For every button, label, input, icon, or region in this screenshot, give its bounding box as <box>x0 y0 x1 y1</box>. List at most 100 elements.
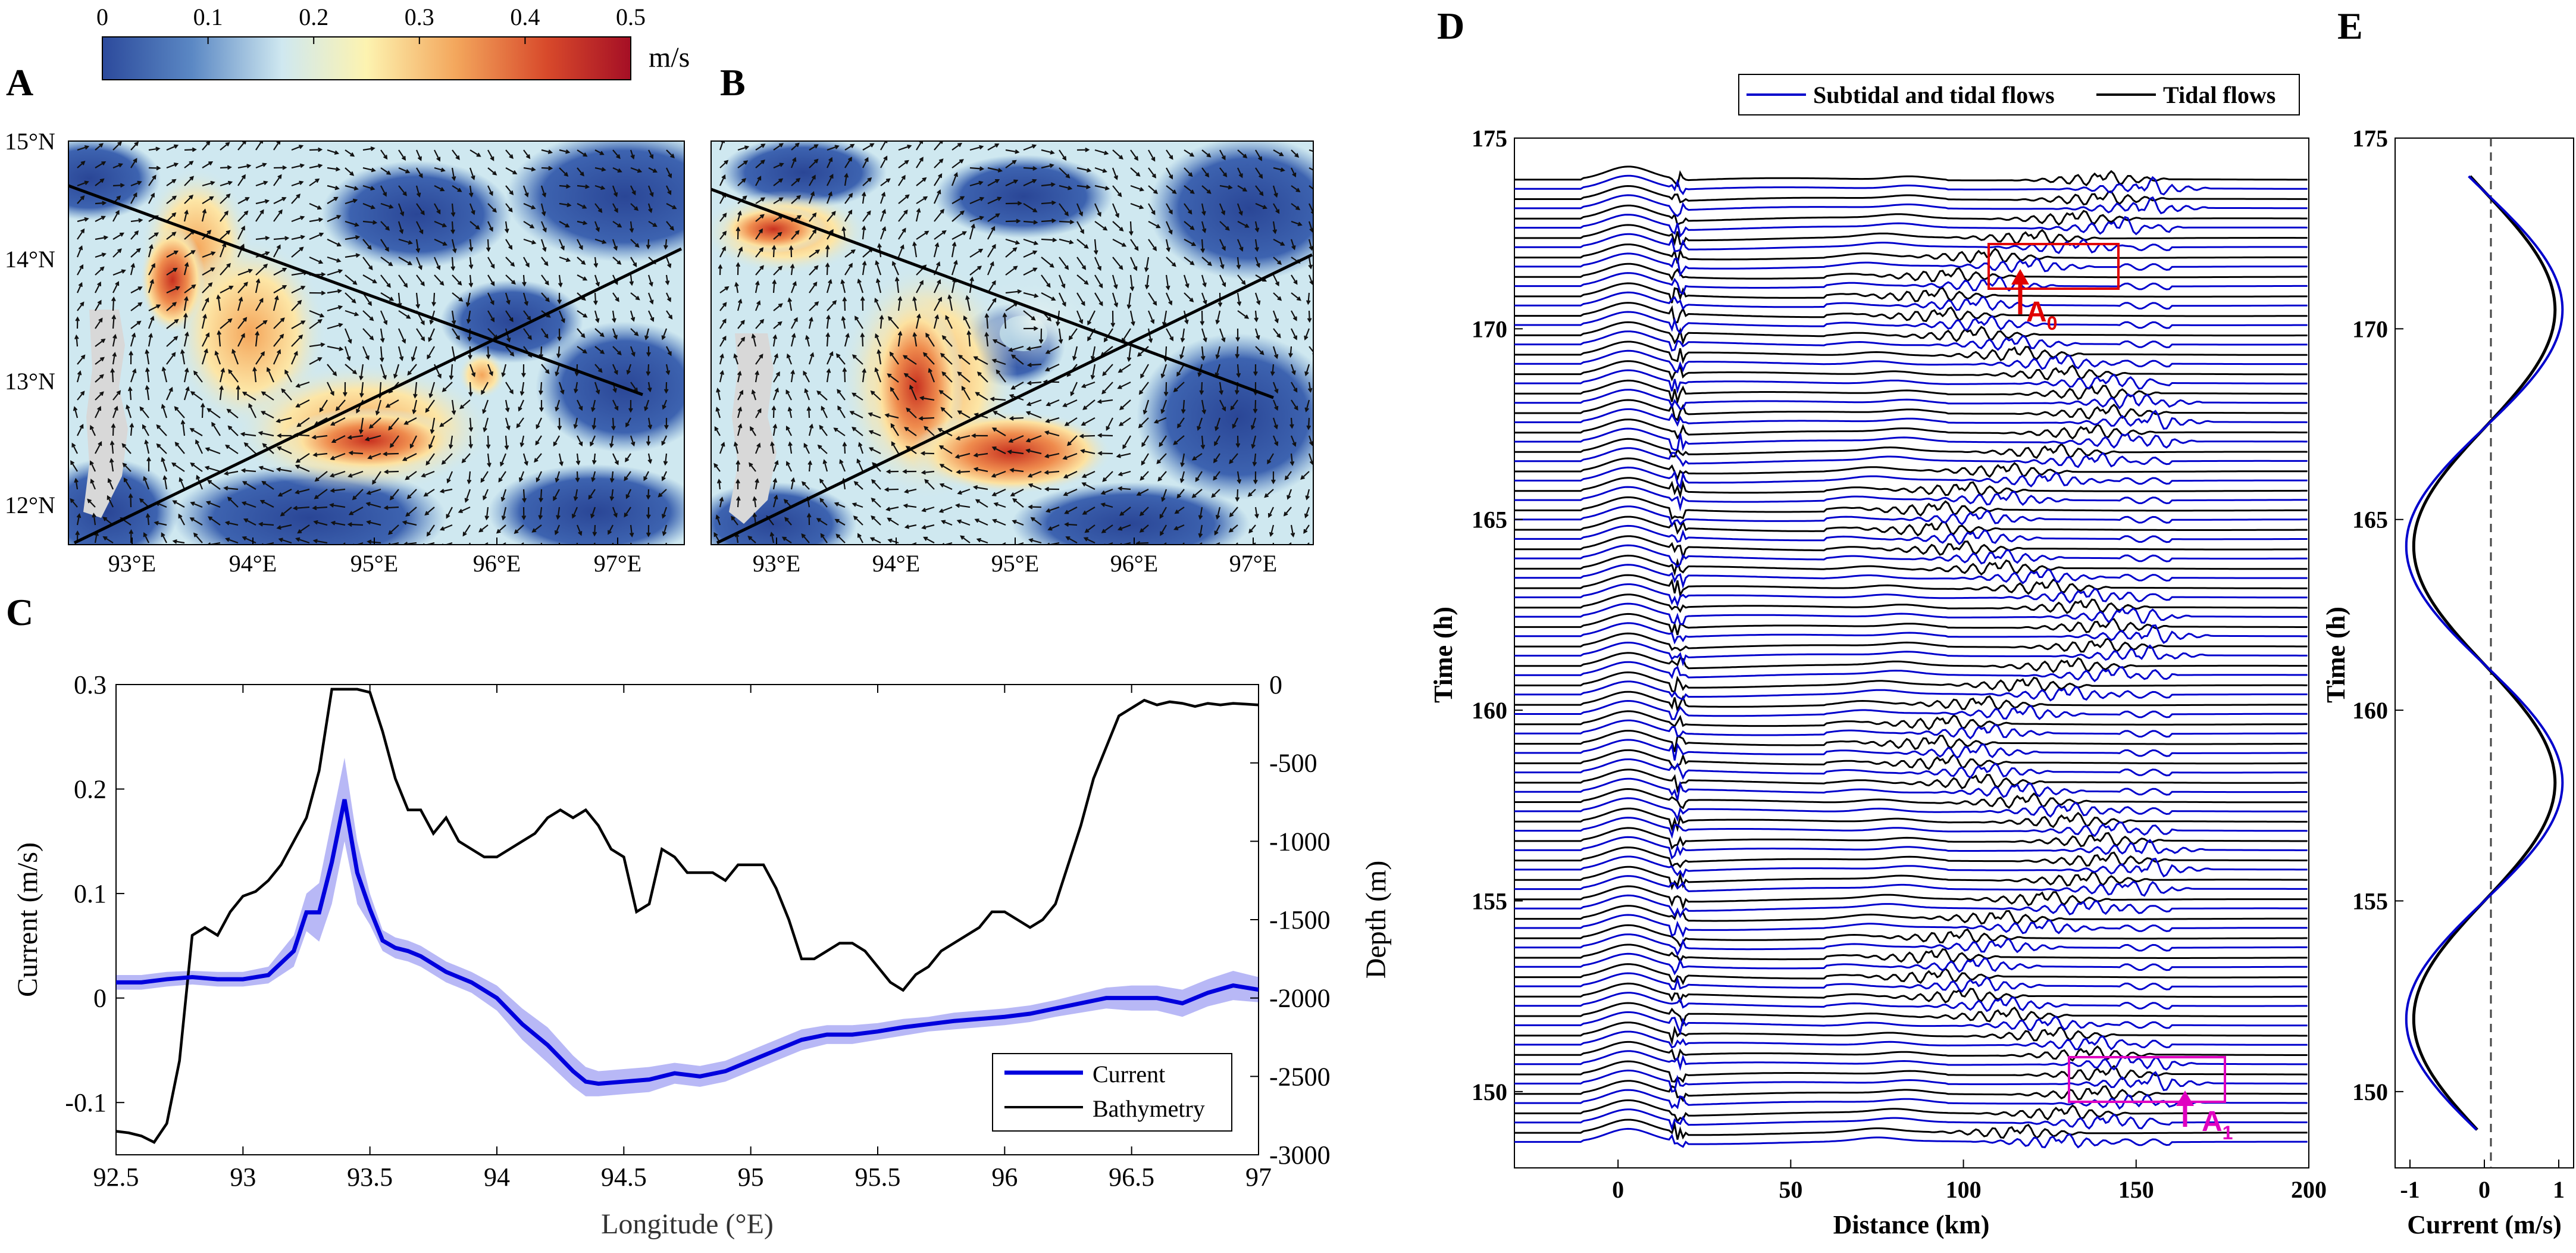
a0-label-main: A <box>2026 296 2047 328</box>
y-tick-label: 155 <box>2352 888 2388 914</box>
colorbar-tick-label: 0.2 <box>299 4 328 30</box>
subtidal-flow-trace <box>1514 1110 2308 1129</box>
panel-e-label: E <box>2337 5 2363 47</box>
subtidal-flow-trace <box>1514 701 2308 720</box>
y-tick-label: 170 <box>1472 315 1507 342</box>
legend-bathymetry-label: Bathymetry <box>1093 1095 1205 1122</box>
velocity-arrow <box>1255 400 1256 413</box>
x-tick-label: 0 <box>1612 1176 1624 1203</box>
velocity-arrowhead <box>336 548 340 551</box>
panel-b-map <box>690 137 1351 565</box>
colorbar: 0 0.1 0.2 0.3 0.4 0.5 m/s <box>96 4 690 80</box>
x-tick-label: 94 <box>484 1163 510 1192</box>
velocity-arrowhead <box>645 549 649 553</box>
velocity-arrow <box>1099 453 1113 454</box>
legend-tidal-label: Tidal flows <box>2163 82 2275 108</box>
y-tick-right-label: -500 <box>1269 749 1317 778</box>
subtidal-flow-trace <box>1514 973 2308 992</box>
colorbar-tick-label: 0 <box>96 4 108 30</box>
lon-tick-label: 97°E <box>1229 550 1277 577</box>
subtidal-flow-trace <box>1514 526 2308 544</box>
panel-c-right-yticks: 0-500-1000-1500-2000-2500-3000 <box>1250 670 1331 1170</box>
x-tick-label: 97 <box>1245 1163 1272 1192</box>
current-uncertainty-band <box>116 758 1259 1096</box>
x-tick-label: 0 <box>2478 1176 2490 1203</box>
legend-subtidal-label: Subtidal and tidal flows <box>1813 82 2055 108</box>
y-tick-right-label: 0 <box>1269 670 1282 699</box>
subtidal-current-curve <box>2406 176 2562 1130</box>
tidal-flow-trace <box>1514 614 2308 635</box>
y-tick-label: 160 <box>2352 697 2388 724</box>
y-tick-right-label: -2500 <box>1269 1062 1331 1091</box>
y-tick-label: 165 <box>2352 507 2388 533</box>
velocity-arrowhead <box>1157 546 1161 549</box>
velocity-arrowhead <box>1192 546 1196 549</box>
subtidal-flow-trace <box>1514 720 2308 738</box>
figure: 0 0.1 0.2 0.3 0.4 0.5 m/s A <box>0 0 2576 1253</box>
y-tick-label: 175 <box>2352 125 2388 152</box>
velocity-arrowhead <box>515 546 518 550</box>
y-tick-label: -0.1 <box>65 1088 107 1117</box>
y-tick-label: 0.2 <box>74 775 107 804</box>
colorbar-tick-label: 0.1 <box>193 4 223 30</box>
subtidal-flow-trace <box>1514 1051 2308 1070</box>
panel-e-xticks: -1 0 1 <box>2400 1160 2565 1203</box>
panel-a-map <box>18 131 744 571</box>
x-tick-label: 95.5 <box>855 1163 901 1192</box>
panel-c-label: C <box>6 591 33 633</box>
panel-b: B 93°E 94°E 95°E 96°E 97°E <box>690 61 1351 577</box>
y-tick-right-label: -3000 <box>1269 1140 1331 1170</box>
lon-tick-label: 95°E <box>350 550 398 577</box>
panel-d-legend: Subtidal and tidal flows Tidal flows <box>1739 74 2299 115</box>
lat-tick-label: 15°N <box>5 128 55 155</box>
x-tick-label: 200 <box>2291 1176 2327 1203</box>
panel-d-xticks: 0 50 100 150 200 <box>1612 1160 2327 1203</box>
lon-tick-label: 96°E <box>473 550 521 577</box>
velocity-arrowhead <box>1178 548 1181 552</box>
velocity-arrow <box>1098 435 1113 436</box>
colorbar-tick-label: 0.4 <box>510 4 540 30</box>
velocity-arrowhead <box>1248 546 1251 549</box>
a1-label-sub: 1 <box>2223 1122 2233 1143</box>
panel-c-xlabel: Longitude (°E) <box>601 1208 774 1240</box>
lon-tick-label: 94°E <box>229 550 277 577</box>
panel-e: E -1 0 1 175170165160155150 Current (m/s) … <box>2321 5 2574 1239</box>
x-tick-label: -1 <box>2400 1176 2420 1203</box>
subtidal-flow-trace <box>1514 993 2308 1011</box>
x-tick-label: 50 <box>1779 1176 1802 1203</box>
a0-label-sub: 0 <box>2047 313 2058 334</box>
x-tick-label: 94.5 <box>601 1163 647 1192</box>
subtidal-flow-trace <box>1514 760 2308 778</box>
panel-a-label: A <box>6 61 33 104</box>
x-tick-label: 96 <box>991 1163 1018 1192</box>
panel-d-label: D <box>1437 5 1464 47</box>
lon-tick-label: 95°E <box>991 550 1039 577</box>
velocity-arrowhead <box>466 549 469 553</box>
y-tick-label: 0.1 <box>74 879 107 908</box>
lat-tick-label: 12°N <box>5 492 55 518</box>
panel-a: A 15°N14°N13° <box>5 61 744 577</box>
y-tick-label: 150 <box>2352 1079 2388 1105</box>
legend-current-label: Current <box>1093 1061 1165 1088</box>
panel-e-ylabel: Time (h) <box>2321 607 2350 703</box>
y-tick-label: 160 <box>1472 697 1507 724</box>
panel-c-ylabel-left: Current (m/s) <box>12 842 43 997</box>
velocity-arrowhead <box>1316 151 1320 154</box>
panel-c-legend: Current Bathymetry <box>993 1054 1232 1131</box>
lon-tick-label: 93°E <box>753 550 800 577</box>
colorbar-tick-label: 0.5 <box>616 4 646 30</box>
colorbar-unit: m/s <box>649 42 690 73</box>
velocity-arrow <box>130 495 131 507</box>
velocity-arrowhead <box>539 550 542 554</box>
velocity-arrowhead <box>995 546 999 549</box>
x-tick-label: 150 <box>2118 1176 2154 1203</box>
y-tick-label: 155 <box>1472 888 1507 914</box>
colorbar-tick-label: 0.3 <box>405 4 434 30</box>
velocity-arrow <box>1006 203 1021 204</box>
subtidal-flow-trace <box>1514 448 2308 467</box>
y-tick-label: 175 <box>1472 125 1507 152</box>
x-tick-label: 93 <box>230 1163 256 1192</box>
subtidal-flow-trace <box>1514 234 2308 253</box>
y-tick-label: 0.3 <box>74 670 107 699</box>
velocity-arrowhead <box>662 549 665 553</box>
